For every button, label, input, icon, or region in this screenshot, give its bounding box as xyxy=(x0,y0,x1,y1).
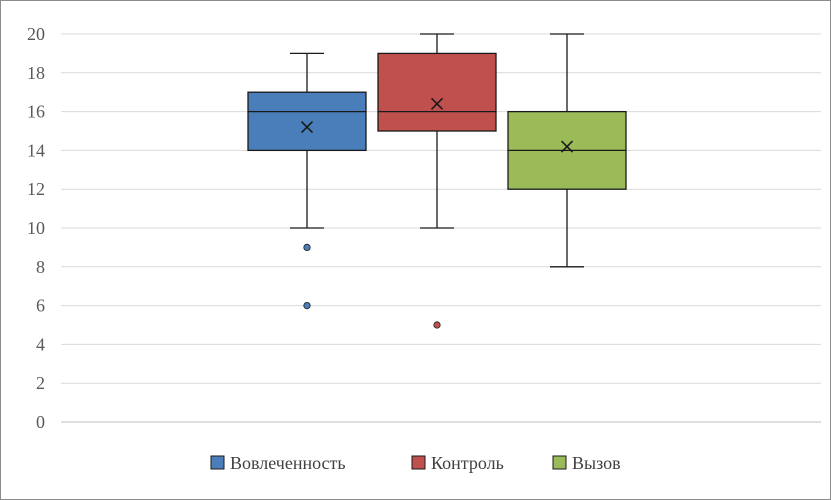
y-tick-label: 16 xyxy=(27,102,45,122)
iqr-box xyxy=(247,91,367,152)
legend-label: Вовлеченность xyxy=(230,453,346,473)
y-tick-label: 6 xyxy=(36,296,45,316)
outlier-point xyxy=(303,301,311,310)
legend-item: Вовлеченность xyxy=(210,453,346,473)
y-tick-label: 20 xyxy=(27,24,45,44)
y-tick-label: 18 xyxy=(27,63,45,83)
outlier-point xyxy=(433,321,441,329)
y-tick-label: 4 xyxy=(36,334,45,354)
box-3 xyxy=(507,33,627,268)
legend: Вовлеченность Контроль Вызов xyxy=(210,453,621,473)
y-tick-label: 0 xyxy=(36,412,45,432)
box-1 xyxy=(247,52,367,310)
y-tick-label: 12 xyxy=(27,179,45,199)
mean-marker-stroke xyxy=(430,97,444,110)
iqr-box xyxy=(377,52,497,132)
y-tick-label: 8 xyxy=(36,257,45,277)
y-tick-label: 2 xyxy=(36,373,45,393)
legend-item: Вызов xyxy=(552,453,621,473)
y-tick-label: 10 xyxy=(27,218,45,238)
y-tick-label: 14 xyxy=(27,140,45,160)
mean-marker xyxy=(430,97,444,110)
outlier-point xyxy=(303,243,311,251)
legend-swatch xyxy=(210,455,225,470)
mean-marker xyxy=(300,121,314,134)
mean-marker-stroke xyxy=(560,140,574,153)
legend-swatch xyxy=(411,455,426,470)
y-axis: 0 2 4 6 8 10 12 14 16 18 20 xyxy=(27,24,45,432)
legend-label: Контроль xyxy=(431,453,504,473)
box-2 xyxy=(377,33,497,329)
legend-swatch xyxy=(552,455,567,470)
legend-item: Контроль xyxy=(411,453,504,473)
mean-marker xyxy=(560,140,574,153)
legend-label: Вызов xyxy=(572,453,621,473)
box-series xyxy=(247,33,627,329)
mean-marker-stroke xyxy=(300,121,314,134)
